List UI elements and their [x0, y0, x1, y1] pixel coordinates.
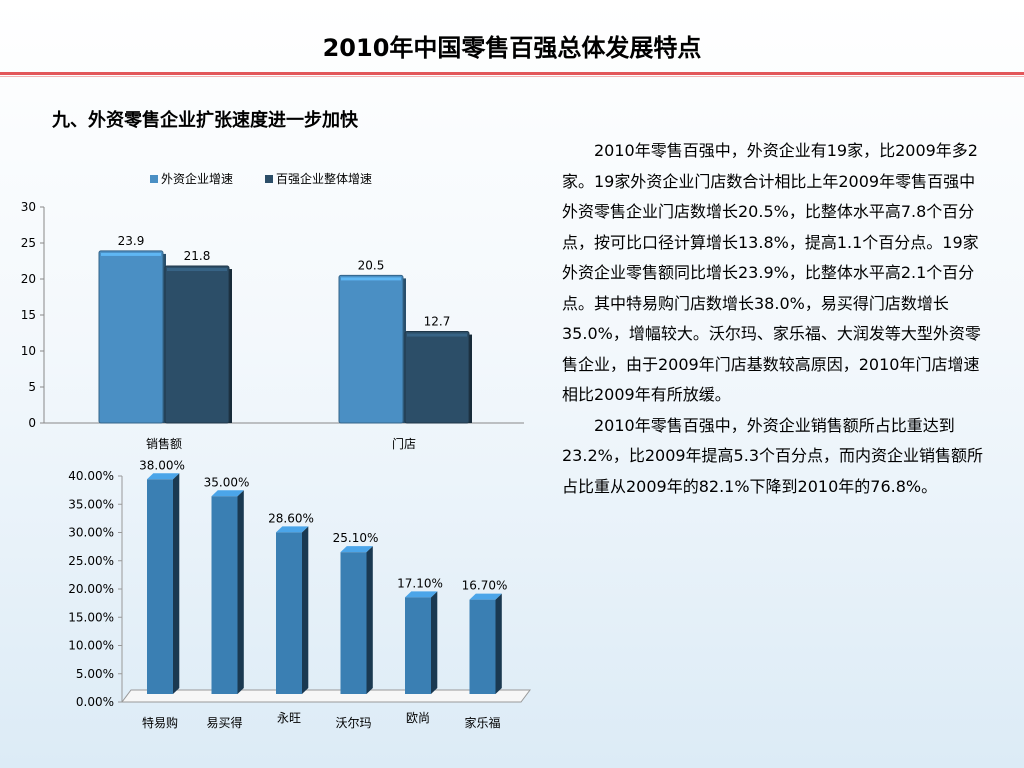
paragraph-2: 2010年零售百强中，外资企业销售额所占比重达到23.2%，比2009年提高5.… — [562, 415, 983, 496]
body-text: 2010年零售百强中，外资企业有19家，比2009年多2家。19家外资企业门店数… — [562, 136, 988, 502]
title-divider-light — [0, 76, 1024, 77]
x-tick-label: 永旺 — [277, 711, 301, 725]
bar — [98, 250, 164, 424]
bar — [276, 532, 302, 694]
bar-highlight — [167, 268, 227, 272]
bar-side — [302, 526, 309, 694]
y-tick-label: 20.00% — [68, 582, 114, 596]
title-divider — [0, 72, 1024, 75]
bar-top — [469, 593, 502, 600]
y-tick-label: 35.00% — [68, 497, 114, 511]
y-tick-label: 0 — [28, 416, 36, 430]
data-label: 23.9 — [118, 234, 145, 248]
bar-highlight — [341, 277, 401, 281]
bar-top — [147, 473, 180, 480]
y-tick-label: 30.00% — [68, 526, 114, 540]
data-label: 17.10% — [397, 576, 443, 590]
x-tick-label: 沃尔玛 — [335, 715, 371, 730]
section-heading: 九、外资零售企业扩张速度进一步加快 — [52, 110, 358, 131]
bar — [469, 599, 496, 694]
data-label: 28.60% — [268, 511, 314, 525]
y-tick-label: 15 — [21, 308, 36, 322]
bar-top — [405, 591, 438, 598]
bar-top — [211, 490, 244, 497]
data-label: 25.10% — [333, 531, 379, 545]
y-tick-label: 40.00% — [68, 469, 114, 483]
bar — [147, 479, 173, 694]
legend-label: 外资企业增速 — [161, 171, 233, 186]
y-tick-label: 0.00% — [76, 695, 114, 709]
y-tick-label: 25 — [21, 236, 36, 250]
legend-swatch — [265, 175, 273, 183]
slide-title: 2010年中国零售百强总体发展特点 — [322, 34, 702, 62]
chart-floor — [121, 689, 531, 703]
bar — [340, 552, 367, 694]
bar-side — [431, 591, 438, 694]
bar-highlight — [407, 333, 467, 337]
bar-highlight — [101, 252, 161, 256]
bar-side — [173, 473, 180, 694]
y-tick-label: 10.00% — [68, 639, 114, 653]
bar — [164, 265, 230, 424]
data-label: 12.7 — [424, 315, 451, 329]
growth-comparison-chart: 外资企业增速 百强企业整体增速 0 5 10 15 20 25 30 23.9 21.8 销售额 20.… — [21, 171, 524, 451]
bar-top — [340, 546, 373, 553]
x-tick-label: 特易购 — [142, 715, 178, 730]
bar — [405, 597, 431, 694]
bar-side — [237, 490, 244, 694]
y-tick-label: 25.00% — [68, 554, 114, 568]
legend-label: 百强企业整体增速 — [276, 171, 372, 186]
x-tick-label: 欧尚 — [406, 711, 430, 725]
y-tick-label: 10 — [21, 344, 36, 358]
y-tick-label: 5 — [28, 380, 36, 394]
data-label: 38.00% — [139, 458, 185, 472]
bar — [338, 274, 404, 424]
x-tick-label: 易买得 — [206, 715, 242, 730]
bar-side — [366, 546, 373, 694]
store-growth-chart: 0.00% 5.00% 10.00% 15.00% 20.00% 25.00% 30.00%… — [68, 458, 531, 730]
legend-swatch — [150, 175, 158, 183]
data-label: 20.5 — [358, 258, 385, 272]
data-label: 16.70% — [462, 579, 508, 593]
data-label: 21.8 — [184, 249, 211, 263]
bar-top — [276, 526, 309, 533]
y-tick-label: 15.00% — [68, 610, 114, 624]
x-tick-label: 门店 — [392, 436, 416, 451]
bar — [211, 496, 238, 694]
bar-side — [495, 593, 502, 694]
y-tick-label: 30 — [21, 200, 36, 214]
bar — [404, 331, 470, 424]
x-tick-label: 销售额 — [146, 436, 182, 451]
y-tick-label: 5.00% — [76, 667, 114, 681]
paragraph-1: 2010年零售百强中，外资企业有19家，比2009年多2家。19家外资企业门店数… — [562, 141, 981, 404]
y-tick-label: 20 — [21, 272, 36, 286]
x-tick-label: 家乐福 — [464, 715, 500, 730]
data-label: 35.00% — [204, 475, 250, 489]
